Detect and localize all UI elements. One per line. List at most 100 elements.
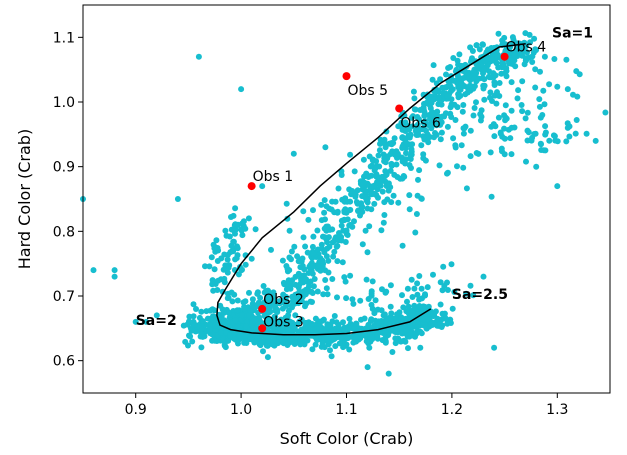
scatter-point [331,313,338,319]
scatter-point [470,292,477,299]
scatter-point [319,340,326,347]
scatter-point [357,297,364,304]
scatter-point [353,199,360,205]
scatter-point [301,291,308,298]
scatter-point [541,53,548,60]
scatter-point [494,51,501,58]
scatter-point [514,95,521,102]
scatter-point [329,276,336,282]
scatter-point [264,354,271,361]
scatter-point [274,309,281,315]
scatter-point [379,188,386,195]
scatter-point [477,117,484,124]
scatter-point [511,52,518,59]
scatter-point [346,315,353,322]
scatter-point [454,163,460,170]
scatter-point [344,216,351,223]
scatter-point [454,104,461,111]
scatter-point [480,85,487,92]
observation-label: Obs 2 [263,292,304,308]
x-tick-label: 1.3 [546,402,568,418]
scatter-point [359,203,366,210]
observation-point [342,72,351,81]
scatter-point [460,102,467,108]
scatter-point [330,326,337,333]
scatter-point [366,344,373,351]
scatter-point [428,320,435,327]
scatter-point [222,344,229,351]
scatter-point [413,211,420,217]
scatter-point [470,112,477,119]
scatter-point [478,62,485,68]
scatter-point [343,295,350,302]
scatter-point [460,130,467,137]
scatter-point [336,230,342,236]
scatter-point [350,339,357,346]
scatter-point [245,215,252,222]
scatter-point [447,320,454,326]
scatter-point [437,321,444,328]
scatter-point [198,308,205,315]
scatter-point [376,147,383,154]
scatter-point [307,278,314,285]
scatter-point [563,56,570,63]
x-tick-label: 1.0 [230,402,252,418]
scatter-point [497,130,504,137]
scatter-point [347,272,354,279]
scatter-point [310,283,317,290]
scatter-point [252,226,259,233]
scatter-point [323,285,330,292]
scatter-point [399,175,406,182]
scatter-point [314,288,321,295]
scatter-point [283,263,290,269]
scatter-point [413,129,420,136]
scatter-point [332,343,339,350]
scatter-point [508,79,515,86]
scatter-point [324,239,331,246]
scatter-point [533,47,540,53]
scatter-point [214,245,221,251]
scatter-point [400,323,407,330]
scatter-point [210,241,217,248]
scatter-point [278,316,285,323]
scatter-point [487,94,493,101]
scatter-point [309,321,316,327]
scatter-point [333,319,340,326]
x-tick-label: 1.2 [441,402,463,418]
observation-point [247,182,256,191]
scatter-point [254,290,261,297]
scatter-point [198,344,205,351]
scatter-point [412,229,419,236]
scatter-point [404,285,411,292]
scatter-point [270,289,277,296]
scatter-point [207,307,214,314]
observation-label: Obs 3 [263,314,304,330]
observation-point [258,304,267,313]
scatter-point [422,157,429,164]
scatter-point [488,193,495,200]
scatter-point [536,96,543,103]
scatter-point [347,151,354,158]
scatter-point [475,75,482,82]
track-polyline [216,43,526,336]
scatter-point [284,215,291,222]
scatter-point [289,335,296,342]
scatter-point [453,66,460,73]
scatter-point [441,310,448,317]
scatter-point [338,222,345,229]
scatter-point [509,34,516,41]
scatter-point [398,119,405,126]
scatter-point [217,302,224,309]
scatter-point [298,277,305,284]
scatter-point [471,75,478,82]
scatter-point [449,305,456,312]
scatter-point [143,318,150,325]
scatter-point [380,219,387,226]
scatter-point [297,341,304,348]
scatter-point [317,255,324,262]
scatter-point [215,277,222,284]
scatter-point [518,51,525,58]
scatter-point [529,53,536,60]
scatter-point [228,214,234,220]
scatter-point [276,334,283,341]
